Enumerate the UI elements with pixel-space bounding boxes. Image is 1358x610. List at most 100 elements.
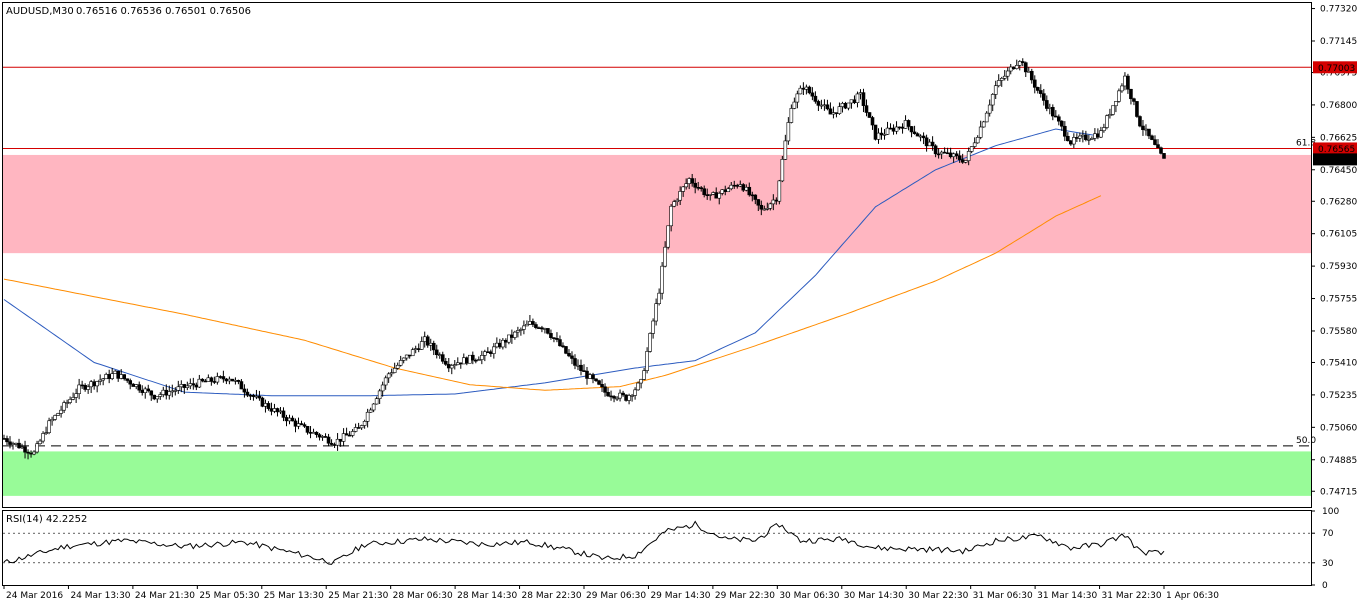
candle-body (621, 392, 625, 396)
time-tick-label: 31 Mar 14:30 (1037, 591, 1097, 601)
candle-body (266, 403, 271, 409)
candlestick (585, 367, 589, 385)
candle-body (245, 391, 250, 396)
candlestick (86, 384, 90, 394)
candlestick (708, 194, 713, 201)
candlestick (753, 194, 758, 205)
candle-body (954, 153, 959, 157)
candlestick (885, 121, 890, 135)
candle-body (1111, 105, 1115, 115)
candlestick (1057, 114, 1061, 126)
candle-body (771, 199, 776, 205)
candle-body (828, 108, 833, 115)
candlestick (149, 390, 154, 401)
candle-body (143, 388, 148, 393)
candlestick (296, 417, 301, 430)
candlestick (897, 126, 902, 130)
candlestick (921, 132, 926, 145)
candle-body (858, 92, 863, 95)
candle-body (780, 159, 785, 182)
candle-body (134, 384, 139, 387)
candle-body (35, 443, 39, 453)
candlestick (528, 314, 532, 326)
candle-body (684, 183, 688, 188)
candle-body (849, 99, 854, 104)
candlestick (383, 375, 388, 390)
candle-body (525, 323, 529, 327)
candle-body (296, 423, 301, 427)
candlestick (717, 191, 722, 205)
candle-body (1135, 101, 1139, 117)
candle-body (810, 92, 815, 97)
candle-body (1048, 107, 1052, 109)
candlestick (975, 135, 980, 144)
time-tick-label: 30 Mar 06:30 (779, 591, 839, 601)
candle-body (38, 440, 42, 445)
candle-body (1038, 90, 1043, 94)
candlestick (152, 394, 157, 401)
moving-average-line-2 (3, 195, 1102, 391)
candle-body (401, 357, 406, 361)
candle-body (83, 385, 87, 390)
candlestick (1072, 133, 1076, 149)
candlestick (74, 388, 78, 403)
candle-body (678, 191, 682, 201)
candlestick (468, 354, 472, 364)
candle-body (912, 131, 917, 134)
candle-body (870, 117, 875, 126)
candlestick (972, 137, 977, 149)
candle-body (774, 199, 779, 202)
candlestick (543, 327, 547, 334)
candlestick (293, 418, 298, 433)
candle-body (179, 384, 184, 388)
resistance-zone (3, 154, 1311, 254)
candlestick (954, 151, 959, 160)
candle-body (618, 392, 622, 399)
candlestick (1014, 59, 1019, 70)
price-tick-label: 0.75930 (1320, 262, 1357, 272)
price-tick-label: 0.77145 (1320, 37, 1357, 47)
candlestick (483, 349, 487, 362)
candle-body (257, 395, 262, 399)
candlestick (368, 407, 373, 413)
candle-body (149, 390, 154, 396)
candle-body (332, 444, 337, 446)
candlestick (930, 136, 935, 151)
time-tick-label: 28 Mar 14:30 (457, 591, 517, 601)
candlestick (407, 354, 412, 359)
candlestick (1008, 63, 1013, 75)
candle-body (840, 103, 845, 107)
candlestick (1038, 84, 1043, 98)
candlestick (398, 355, 403, 367)
candlestick (1135, 101, 1139, 118)
candlestick (1011, 66, 1016, 70)
candlestick (756, 199, 761, 212)
candlestick (32, 450, 36, 456)
levels-layer: 61.8 50.0 (3, 66, 1316, 447)
candlestick (245, 388, 250, 398)
candle-body (996, 80, 1001, 87)
candle-body (1096, 133, 1100, 138)
candle-body (1029, 70, 1034, 81)
candle-body (329, 442, 334, 445)
candle-body (597, 380, 601, 385)
candle-body (693, 182, 697, 188)
fib-618-label: 61.8 (1296, 138, 1316, 148)
candle-body (392, 368, 397, 373)
candle-body (230, 378, 235, 382)
candlestick (38, 438, 42, 445)
candlestick (489, 349, 493, 357)
candlestick (603, 383, 607, 397)
candlestick (224, 377, 229, 385)
candlestick (14, 442, 18, 447)
candle-body (1032, 79, 1037, 88)
candle-body (284, 417, 289, 422)
candlestick (146, 384, 151, 393)
candle-body (672, 201, 676, 207)
candle-body (822, 104, 827, 107)
candle-body (338, 438, 343, 442)
candlestick (401, 357, 406, 364)
candlestick (131, 383, 136, 387)
